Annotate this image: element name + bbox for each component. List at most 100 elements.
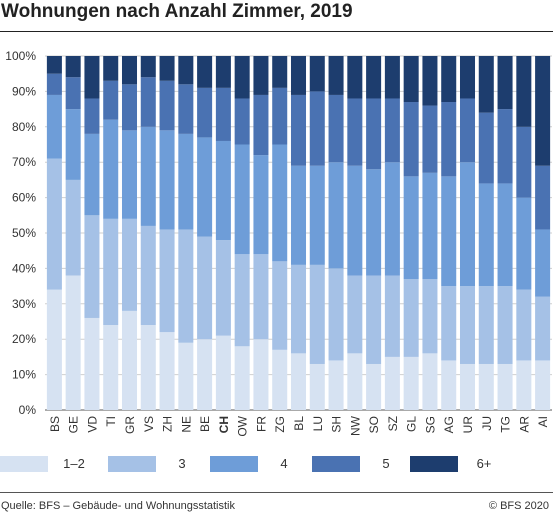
legend-swatch (410, 456, 458, 472)
bar-segment (178, 229, 194, 343)
bar-segment (84, 98, 100, 134)
bar-segment (366, 169, 382, 276)
x-tick-label: GL (405, 416, 419, 432)
bar-segment (65, 275, 81, 410)
bar-segment (272, 56, 288, 88)
x-tick-label: UR (461, 416, 475, 434)
bar-segment (197, 56, 213, 88)
bar-segment (422, 172, 438, 280)
bar-segment (234, 254, 250, 347)
x-tick-label: CH (217, 416, 231, 433)
x-tick-label: GR (123, 416, 137, 434)
bar-segment (441, 176, 457, 287)
bar-segment (178, 56, 194, 85)
bar-segment (328, 268, 344, 361)
x-tick-label: BL (292, 416, 306, 431)
bar-segment (272, 87, 288, 145)
bar-segment (103, 218, 119, 326)
bar-segment (328, 162, 344, 269)
bar-segment (140, 77, 156, 127)
bar-segment (478, 286, 494, 364)
y-tick-label: 80% (12, 120, 36, 134)
bar-segment (309, 91, 325, 166)
bar-segment (497, 286, 513, 364)
x-tick-label: SO (367, 416, 381, 433)
bar-segment (159, 229, 175, 333)
bar-segment (403, 176, 419, 280)
bar-segment (422, 279, 438, 354)
bar-segment (103, 325, 119, 410)
bar-segment (535, 360, 551, 410)
x-tick-label: SZ (386, 416, 400, 431)
bar-segment (178, 342, 194, 410)
bar-segment (121, 84, 138, 131)
bar-segment (497, 183, 513, 287)
legend-label: 1–2 (63, 456, 85, 471)
bar-segment (121, 218, 138, 311)
bar-segment (366, 56, 382, 99)
bar-segment (46, 158, 62, 290)
bar-segment (290, 94, 307, 166)
bar-segment (535, 165, 551, 230)
bar-segment (535, 229, 551, 297)
bar-segment (309, 363, 325, 410)
x-tick-label: NE (179, 416, 193, 433)
bar-segment (309, 264, 325, 364)
bar-segment (384, 356, 400, 410)
bar-segment (84, 317, 100, 410)
bar-segment (403, 102, 419, 177)
legend-label: 5 (382, 456, 390, 471)
bar-segment (253, 254, 269, 340)
bar-segment (159, 80, 175, 131)
bar-segment (309, 165, 325, 265)
bar-segment (65, 109, 81, 180)
bar-segment (478, 112, 494, 184)
bar-segment (46, 289, 62, 410)
bar-segment (309, 56, 325, 92)
bar-segment (215, 56, 231, 88)
bar-segment (403, 56, 419, 103)
x-tick-label: ZG (273, 416, 287, 433)
bar-segment (215, 240, 231, 336)
bar-segment (384, 275, 400, 357)
bar-segment (272, 144, 288, 262)
bar-segment (441, 102, 457, 177)
bar-segment (234, 56, 250, 99)
x-tick-label: FR (254, 416, 268, 432)
bar-segment (215, 87, 231, 141)
bar-segment (234, 98, 250, 145)
bar-segment (478, 56, 494, 113)
bar-segment (516, 56, 532, 127)
bar-segment (422, 353, 438, 410)
bar-segment (422, 56, 438, 106)
x-tick-label: VD (85, 416, 99, 433)
bar-segment (497, 56, 513, 110)
x-tick-label: NW (348, 415, 362, 436)
bar-segment (403, 279, 419, 357)
y-tick-label: 70% (12, 155, 36, 169)
bar-segment (516, 289, 532, 361)
x-tick-label: GE (67, 416, 81, 433)
legend-swatch (0, 456, 48, 472)
bar-segment (215, 140, 231, 241)
x-tick-label: AR (517, 416, 531, 433)
bar-segment (272, 349, 288, 410)
bar-segment (159, 56, 175, 81)
bar-segment (366, 363, 382, 410)
bar-segment (290, 264, 307, 354)
bar-segment (253, 155, 269, 255)
bar-segment (234, 144, 250, 255)
bar-segment (84, 215, 100, 318)
bar-segment (65, 179, 81, 276)
bar-segment (535, 56, 551, 166)
bar-segment (459, 286, 476, 364)
bar-segment (441, 56, 457, 103)
bar-segment (46, 56, 62, 74)
bar-segment (197, 137, 213, 237)
bar-segment (497, 363, 513, 410)
bar-segment (459, 56, 476, 99)
bar-segment (384, 56, 400, 99)
bar-segment (84, 133, 100, 216)
legend-label: 3 (178, 456, 186, 471)
bar-segment (178, 84, 194, 134)
